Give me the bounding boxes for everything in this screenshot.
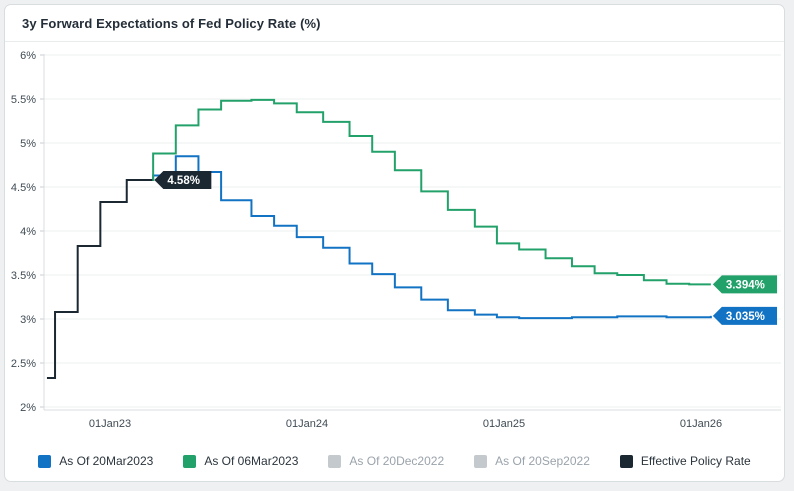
x-tick-label: 01Jan24 <box>286 418 328 430</box>
legend-label: Effective Policy Rate <box>640 454 751 468</box>
series-line-as-of-06mar2023 <box>144 98 711 286</box>
chart-plot-area[interactable]: 2% 2.5% 3% 3.5% 4% 4.5% 5% 5.5% 6% 01Jan23 01Jan24… <box>5 42 784 442</box>
legend-swatch-icon <box>474 454 488 468</box>
legend-item-as-of-20sep2022[interactable]: As Of 20Sep2022 <box>474 454 590 468</box>
y-tick-label: 4% <box>20 226 36 238</box>
y-tick-label: 6% <box>20 50 36 62</box>
x-tick-label: 01Jan23 <box>89 418 131 430</box>
y-tick-label: 5% <box>20 138 36 150</box>
legend-swatch-icon <box>38 454 52 468</box>
y-tick-label: 3.5% <box>11 270 36 282</box>
legend-swatch-icon <box>183 454 197 468</box>
legend-swatch-icon <box>328 454 342 468</box>
series-line-as-of-20mar2023 <box>152 155 712 320</box>
legend-label: As Of 20Dec2022 <box>349 454 445 468</box>
last-value-badge-as-of-20mar2023 <box>712 306 778 325</box>
x-tick-label: 01Jan26 <box>680 418 722 430</box>
y-tick-label: 4.5% <box>11 182 36 194</box>
legend-swatch-icon <box>619 454 633 468</box>
last-value-badge-label: 4.58% <box>167 175 200 187</box>
legend-label: As Of 06Mar2023 <box>204 454 299 468</box>
chart-card: 3y Forward Expectations of Fed Policy Ra… <box>4 4 785 482</box>
last-value-badge-label: 3.394% <box>726 279 765 291</box>
chart-header: 3y Forward Expectations of Fed Policy Ra… <box>5 5 784 42</box>
legend-item-as-of-20mar2023[interactable]: As Of 20Mar2023 <box>38 454 153 468</box>
legend-item-as-of-20dec2022[interactable]: As Of 20Dec2022 <box>328 454 444 468</box>
y-tick-label: 3% <box>20 314 36 326</box>
last-value-badge-label: 3.035% <box>726 311 765 323</box>
legend-label: As Of 20Sep2022 <box>495 454 590 468</box>
y-tick-label: 2% <box>20 402 36 414</box>
last-value-badge-as-of-06mar2023 <box>712 275 778 294</box>
x-tick-label: 01Jan25 <box>483 418 525 430</box>
series-line-effective-policy-rate <box>46 178 153 379</box>
y-tick-label: 5.5% <box>11 94 36 106</box>
chart-canvas[interactable]: 2% 2.5% 3% 3.5% 4% 4.5% 5% 5.5% 6% 01Jan23 01Jan24… <box>5 42 784 442</box>
legend-item-effective-policy-rate[interactable]: Effective Policy Rate <box>619 454 751 468</box>
chart-legend: As Of 20Mar2023 As Of 06Mar2023 As Of 20De… <box>5 442 784 480</box>
legend-item-as-of-06mar2023[interactable]: As Of 06Mar2023 <box>183 454 298 468</box>
chart-title: 3y Forward Expectations of Fed Policy Ra… <box>22 15 321 31</box>
last-value-badge-effective-policy-rate <box>154 170 212 189</box>
legend-label: As Of 20Mar2023 <box>59 454 154 468</box>
y-tick-label: 2.5% <box>11 358 36 370</box>
